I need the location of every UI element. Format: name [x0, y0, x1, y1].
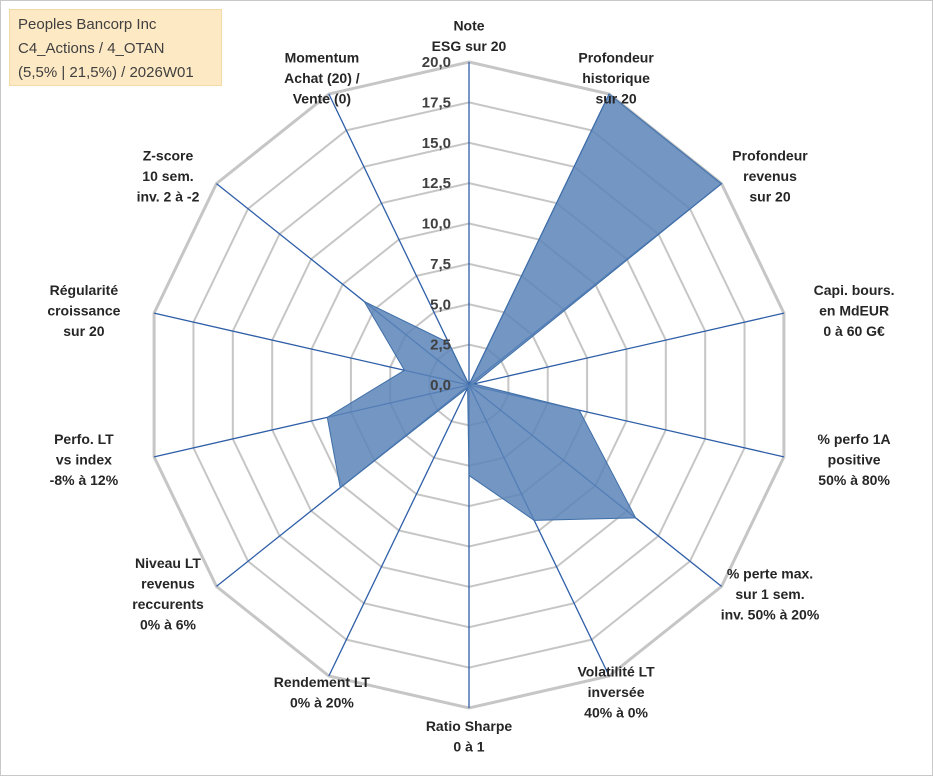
axis-label-line: croissance [47, 302, 120, 318]
axis-label-line: Note [453, 18, 484, 34]
axis-label-line: sur 20 [63, 323, 104, 339]
axis-label-line: Profondeur [578, 49, 654, 65]
axis-label-6: Volatilité LT inversée 40% à 0% [577, 664, 655, 721]
axis-label-line: Vente (0) [293, 90, 351, 106]
axis-label-9: Niveau LT revenus reccurents 0% à 6% [132, 555, 204, 633]
axis-label-2: Profondeur revenus sur 20 [732, 148, 808, 205]
axis-label-line: revenus [141, 576, 195, 592]
axis-label-5: % perte max. sur 1 sem. inv. 50% à 20% [721, 565, 820, 622]
axis-label-line: 0 à 60 G€ [823, 323, 885, 339]
title-category: C4_Actions / 4_OTAN [18, 40, 165, 57]
axis-label-line: 40% à 0% [584, 705, 648, 721]
axis-label-line: inversée [588, 684, 645, 700]
axis-label-line: Capi. bours. [814, 282, 895, 298]
tick-label: 15,0 [422, 135, 451, 152]
axis-label-line: 50% à 80% [818, 472, 890, 488]
axis-label-line: Perfo. LT [54, 431, 114, 447]
tick-label: 5,0 [430, 296, 451, 313]
title-params: (5,5% | 21,5%) / 2026W01 [18, 64, 194, 81]
axis-labels: Note ESG sur 20 Profondeur historique sur 20… [47, 18, 894, 755]
axis-label-line: revenus [743, 168, 797, 184]
tick-label: 7,5 [430, 256, 451, 273]
axis-label-13: Momentum Achat (20) / Vente (0) [284, 49, 360, 106]
axis-label-line: Volatilité LT [577, 664, 655, 680]
tick-label: 10,0 [422, 216, 451, 233]
tick-label: 17,5 [422, 94, 451, 111]
axis-label-line: positive [828, 452, 881, 468]
axis-label-11: Régularité croissance sur 20 [47, 282, 120, 339]
tick-label: 0,0 [430, 377, 451, 394]
axis-label-line: Ratio Sharpe [426, 718, 513, 734]
axis-label-line: % perfo 1A [818, 431, 891, 447]
axis-spoke-8 [328, 384, 470, 677]
title-company: Peoples Bancorp Inc [18, 16, 157, 33]
axis-label-3: Capi. bours. en MdEUR 0 à 60 G€ [814, 282, 895, 339]
axis-label-line: % perte max. [727, 565, 813, 581]
axis-label-10: Perfo. LT vs index -8% à 12% [50, 431, 119, 488]
axis-label-line: inv. 2 à -2 [137, 189, 200, 205]
axis-label-1: Profondeur historique sur 20 [578, 49, 654, 106]
axis-label-line: Achat (20) / [284, 70, 360, 86]
axis-label-line: 10 sem. [142, 168, 193, 184]
axis-spoke-3 [468, 312, 785, 386]
axis-label-line: Momentum [285, 49, 360, 65]
axis-label-line: reccurents [132, 596, 204, 612]
axis-label-line: 0 à 1 [453, 739, 484, 755]
axis-spoke-13 [328, 93, 470, 386]
axis-label-line: ESG sur 20 [432, 38, 507, 54]
axis-label-line: inv. 50% à 20% [721, 606, 820, 622]
axis-label-line: Régularité [50, 282, 119, 298]
axis-label-line: sur 1 sem. [735, 586, 804, 602]
axis-label-line: Rendement LT [274, 674, 371, 690]
axis-label-4: % perfo 1A positive 50% à 80% [818, 431, 891, 488]
axis-label-12: Z-score 10 sem. inv. 2 à -2 [137, 148, 200, 205]
axis-label-line: 0% à 20% [290, 694, 354, 710]
tick-label: 12,5 [422, 175, 451, 192]
axis-label-line: en MdEUR [819, 302, 889, 318]
radar-series [326, 93, 723, 521]
axis-label-line: -8% à 12% [50, 472, 119, 488]
axis-label-8: Rendement LT 0% à 20% [274, 674, 371, 711]
tick-label: 2,5 [430, 337, 451, 354]
tick-label: 20,0 [422, 54, 451, 71]
axis-label-line: Z-score [143, 148, 194, 164]
axis-label-line: Niveau LT [135, 555, 201, 571]
axis-label-line: sur 20 [749, 189, 790, 205]
axis-label-line: historique [582, 70, 650, 86]
series-area [326, 93, 723, 521]
axis-label-line: sur 20 [595, 90, 636, 106]
radial-tick-labels: 0,0 2,5 5,0 7,5 10,0 12,5 15,0 17,5 20,0 [422, 54, 451, 394]
chart-title-box: Peoples Bancorp Inc C4_Actions / 4_OTAN … [9, 9, 222, 86]
axis-label-line: vs index [56, 452, 112, 468]
axis-label-line: Profondeur [732, 148, 808, 164]
axis-label-0: Note ESG sur 20 [432, 18, 507, 55]
axis-label-7: Ratio Sharpe 0 à 1 [426, 718, 513, 755]
axis-label-line: 0% à 6% [140, 617, 197, 633]
